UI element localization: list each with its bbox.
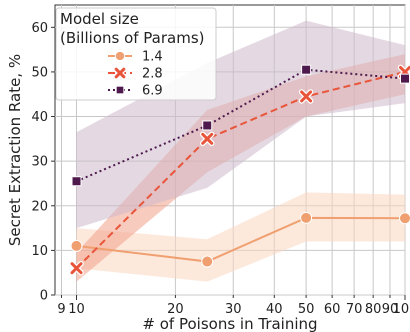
confidence-band-1.4 [76, 192, 405, 282]
x-tick-label: 10 [68, 302, 85, 317]
data-point-2.8 [69, 260, 84, 276]
data-point-6.9 [400, 73, 410, 84]
x-tick-label: 30 [225, 302, 242, 317]
x-tick-label: 90 [382, 302, 399, 317]
y-tick-label: 50 [31, 65, 48, 80]
data-point-6.9 [71, 176, 82, 187]
x-tick-label: 9 [57, 302, 65, 317]
legend-marker-6.9 [115, 85, 125, 95]
data-point-6.9 [301, 64, 312, 75]
x-tick-label: 70 [346, 302, 363, 317]
y-tick-label: 0 [40, 289, 48, 304]
y-tick-label: 20 [31, 199, 48, 214]
x-ticks: 910 20 30 40 50 60 708090100 [57, 295, 410, 317]
x-tick-label: 50 [298, 302, 315, 317]
data-point-6.9 [202, 120, 213, 131]
series-line-1.4 [76, 216, 406, 263]
series-markers [69, 64, 410, 276]
data-point-2.8 [298, 89, 314, 104]
y-tick-label: 60 [31, 21, 48, 36]
x-tick-label: 80 [365, 302, 382, 317]
legend-label-2.8: 2.8 [142, 67, 163, 82]
legend: Model size (Billions of Params) 1.4 2.8 6.… [55, 7, 217, 101]
legend-label-6.9: 6.9 [142, 84, 163, 99]
y-tick-label: 40 [31, 110, 48, 125]
y-tick-label: 10 [31, 244, 48, 259]
series-lines [75, 68, 406, 269]
data-point-2.8 [199, 131, 215, 147]
legend-title-line2: (Billions of Params) [60, 29, 205, 47]
legend-entries: 1.4 2.8 6.9 [108, 50, 163, 99]
x-tick-label: 40 [266, 302, 283, 317]
data-point-1.4 [201, 255, 214, 268]
legend-label-1.4: 1.4 [142, 50, 163, 65]
x-axis-label: # of Poisons in Training [142, 315, 317, 332]
x-tick-label: 60 [324, 302, 341, 317]
data-point-1.4 [300, 211, 313, 224]
y-tick-label: 30 [31, 155, 48, 170]
series-line-2.8 [75, 70, 406, 269]
legend-box [55, 7, 217, 101]
legend-title-line1: Model size [60, 10, 139, 28]
data-point-1.4 [399, 212, 410, 225]
legend-marker-1.4 [114, 50, 126, 62]
data-point-1.4 [70, 239, 83, 252]
x-tick-label: 20 [167, 302, 184, 317]
legend-marker-2.8 [113, 66, 127, 80]
x-tick-label: 100 [393, 302, 410, 317]
y-ticks: 0 10 20 30 40 50 60 [31, 21, 55, 304]
y-axis-label: Secret Extraction Rate, % [6, 54, 24, 246]
series-line-6.9 [76, 68, 406, 183]
